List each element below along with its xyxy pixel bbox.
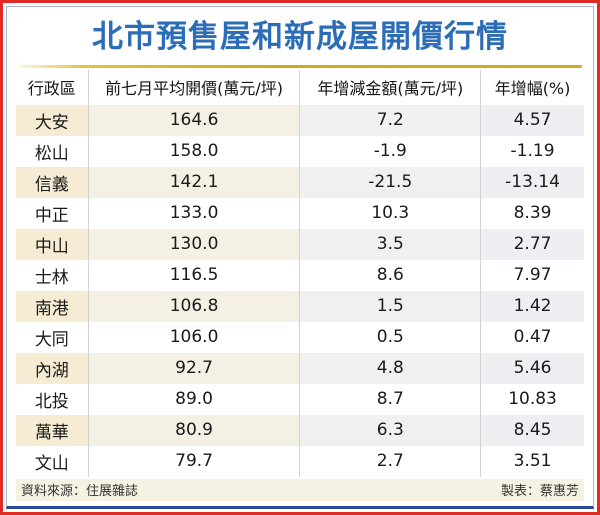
- avg-price-cell: 89.0: [87, 383, 300, 415]
- column-header-yoy-amount: 年增減金額(萬元/坪): [299, 69, 481, 105]
- avg-price-cell: 142.1: [87, 166, 300, 198]
- avg-price-cell: 79.7: [87, 445, 300, 477]
- yoy-amount-cell: 8.7: [299, 383, 481, 415]
- yoy-amount-cell: 1.5: [299, 290, 481, 322]
- table-row: 士林 116.5 8.6 7.97: [16, 259, 584, 291]
- yoy-pct-cell: 8.45: [480, 414, 584, 446]
- yoy-pct-cell: 7.97: [480, 259, 584, 291]
- yoy-pct-cell: 8.39: [480, 197, 584, 229]
- footer-bar: 資料來源：住展雜誌 製表：蔡惠芳: [16, 478, 584, 501]
- district-cell: 中正: [34, 205, 69, 226]
- district-cell: 萬華: [16, 414, 89, 446]
- table-row: 大安 164.6 7.2 4.57: [16, 104, 584, 136]
- yoy-pct-cell: 10.83: [480, 383, 584, 415]
- district-cell: 南港: [16, 290, 89, 322]
- title-underline-rule: [18, 64, 582, 68]
- yoy-amount-cell: -21.5: [299, 166, 481, 198]
- table-row: 萬華 80.9 6.3 8.45: [16, 414, 584, 446]
- yoy-pct-cell: -1.19: [480, 135, 584, 167]
- avg-price-cell: 133.0: [87, 197, 300, 229]
- avg-price-cell: 130.0: [87, 228, 300, 260]
- column-header-yoy-pct: 年增幅(%): [480, 69, 584, 105]
- yoy-amount-cell: 10.3: [299, 197, 481, 229]
- table-row: 內湖 92.7 4.8 5.46: [16, 352, 584, 384]
- yoy-amount-cell: 7.2: [299, 104, 481, 136]
- yoy-amount-cell: 2.7: [299, 445, 481, 477]
- district-cell: 中山: [16, 228, 89, 260]
- yoy-pct-cell: -13.14: [480, 166, 584, 198]
- avg-price-cell: 80.9: [87, 414, 300, 446]
- avg-price-cell: 106.0: [87, 321, 300, 353]
- avg-price-cell: 106.8: [87, 290, 300, 322]
- yoy-pct-cell: 2.77: [480, 228, 584, 260]
- source-note: 資料來源：住展雜誌: [21, 484, 139, 500]
- yoy-amount-cell: 8.6: [299, 259, 481, 291]
- table-row: 松山 158.0 -1.9 -1.19: [16, 135, 584, 167]
- avg-price-cell: 158.0: [87, 135, 300, 167]
- district-cell: 內湖: [16, 352, 89, 384]
- district-cell: 文山: [34, 453, 69, 474]
- avg-price-cell: 116.5: [87, 259, 300, 291]
- yoy-pct-cell: 0.47: [480, 321, 584, 353]
- yoy-amount-cell: 0.5: [299, 321, 481, 353]
- yoy-amount-cell: 6.3: [299, 414, 481, 446]
- yoy-amount-cell: 3.5: [299, 228, 481, 260]
- inner-frame: 北市預售屋和新成屋開價行情 行政區 前七月平均開價(萬元/坪) 年增減金額(萬元…: [6, 6, 594, 509]
- column-header-avg-price: 前七月平均開價(萬元/坪): [87, 69, 300, 105]
- table-body: 大安 164.6 7.2 4.57 松山 158.0 -1.9 -1.19 信義 142.1 -21…: [16, 104, 584, 477]
- yoy-pct-cell: 1.42: [480, 290, 584, 322]
- table-row: 南港 106.8 1.5 1.42: [16, 290, 584, 322]
- district-cell: 士林: [34, 267, 69, 288]
- district-cell: 松山: [34, 143, 69, 164]
- yoy-pct-cell: 5.46: [480, 352, 584, 384]
- page-title: 北市預售屋和新成屋開價行情: [92, 19, 508, 55]
- table-row: 中山 130.0 3.5 2.77: [16, 228, 584, 260]
- avg-price-cell: 92.7: [87, 352, 300, 384]
- district-cell: 大安: [16, 104, 89, 136]
- yoy-amount-cell: 4.8: [299, 352, 481, 384]
- table-header-row: 行政區 前七月平均開價(萬元/坪) 年增減金額(萬元/坪) 年增幅(%): [16, 69, 584, 105]
- table-row: 文山 79.7 2.7 3.51: [16, 445, 584, 477]
- avg-price-cell: 164.6: [87, 104, 300, 136]
- yoy-amount-cell: -1.9: [299, 135, 481, 167]
- district-cell: 信義: [16, 166, 89, 198]
- yoy-pct-cell: 3.51: [480, 445, 584, 477]
- table-row: 大同 106.0 0.5 0.47: [16, 321, 584, 353]
- yoy-pct-cell: 4.57: [480, 104, 584, 136]
- table-row: 信義 142.1 -21.5 -13.14: [16, 166, 584, 198]
- district-cell: 大同: [34, 329, 69, 350]
- table-row: 北投 89.0 8.7 10.83: [16, 383, 584, 415]
- price-table: 行政區 前七月平均開價(萬元/坪) 年增減金額(萬元/坪) 年增幅(%) 大安 1…: [16, 69, 584, 477]
- credit-note: 製表：蔡惠芳: [500, 484, 579, 500]
- column-header-district: 行政區: [16, 69, 89, 105]
- district-cell: 北投: [34, 391, 69, 412]
- table-row: 中正 133.0 10.3 8.39: [16, 197, 584, 229]
